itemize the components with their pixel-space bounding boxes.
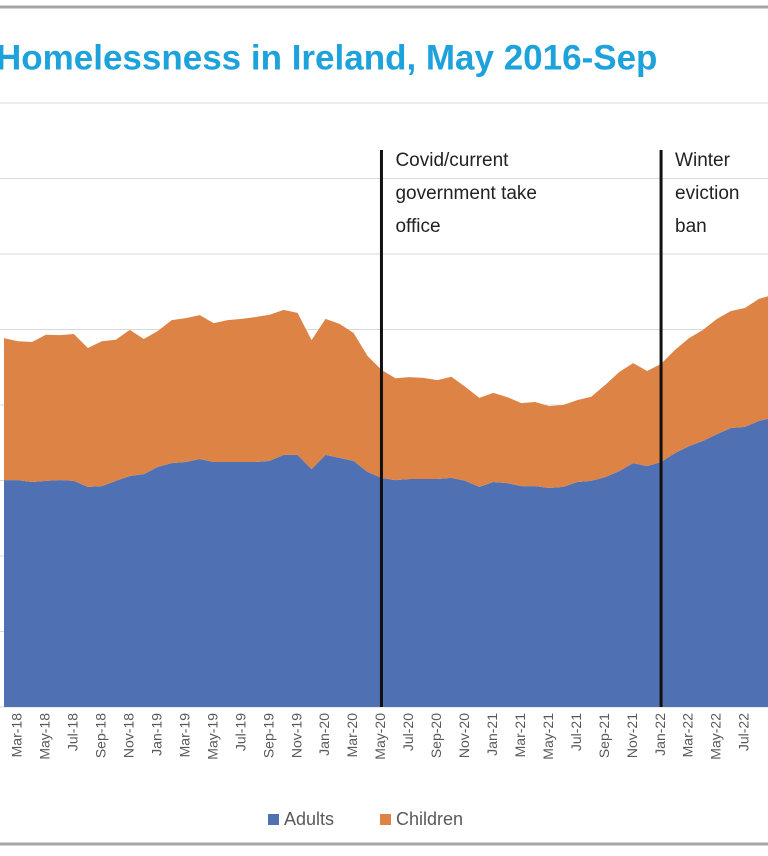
x-tick-label: May-21 (540, 713, 556, 760)
legend-label: Children (396, 809, 463, 829)
annotation-text: eviction (675, 183, 739, 204)
x-tick-label: Nov-21 (624, 713, 640, 758)
x-tick-label: Sep-21 (596, 713, 612, 758)
x-tick-label: Jul-22 (736, 713, 752, 751)
x-tick-label: Mar-22 (680, 713, 696, 758)
annotation-text: Covid/current (395, 150, 509, 171)
x-tick-label: Mar-20 (344, 713, 360, 758)
annotation-text: government take (395, 183, 537, 204)
annotation-text: office (395, 216, 440, 237)
legend-swatch (380, 814, 391, 825)
chart-title: Homelessness in Ireland, May 2016-Sep (0, 38, 657, 77)
x-tick-label: Jan-22 (652, 713, 668, 756)
x-tick-label: Jan-20 (316, 713, 332, 756)
x-tick-label: Mar-21 (512, 713, 528, 758)
area-adults (4, 418, 768, 707)
x-tick-label: Jul-19 (232, 713, 248, 751)
annotation-text: Winter (675, 150, 731, 171)
x-tick-label: Jul-18 (65, 713, 81, 751)
x-tick-label: May-19 (204, 713, 220, 760)
x-tick-label: May-22 (708, 713, 724, 760)
x-tick-label: Nov-18 (121, 713, 137, 758)
area-children (4, 296, 768, 489)
x-tick-label: Nov-19 (288, 713, 304, 758)
x-tick-label: Sep-20 (428, 713, 444, 758)
annotation-text: ban (675, 216, 707, 237)
x-tick-label: Jul-21 (568, 713, 584, 751)
x-tick-label: Sep-19 (260, 713, 276, 758)
x-tick-label: Sep-18 (93, 713, 109, 758)
x-tick-label: Jan-21 (484, 713, 500, 756)
x-tick-label: Nov-20 (456, 713, 472, 758)
legend-swatch (268, 814, 279, 825)
x-tick-label: Jan-19 (148, 713, 164, 756)
x-tick-label: Jul-20 (400, 713, 416, 751)
x-tick-label: May-20 (372, 713, 388, 760)
legend-label: Adults (284, 809, 334, 829)
x-tick-label: Mar-19 (176, 713, 192, 758)
x-tick-label: May-18 (37, 713, 53, 760)
x-tick-label: Mar-18 (9, 713, 25, 758)
